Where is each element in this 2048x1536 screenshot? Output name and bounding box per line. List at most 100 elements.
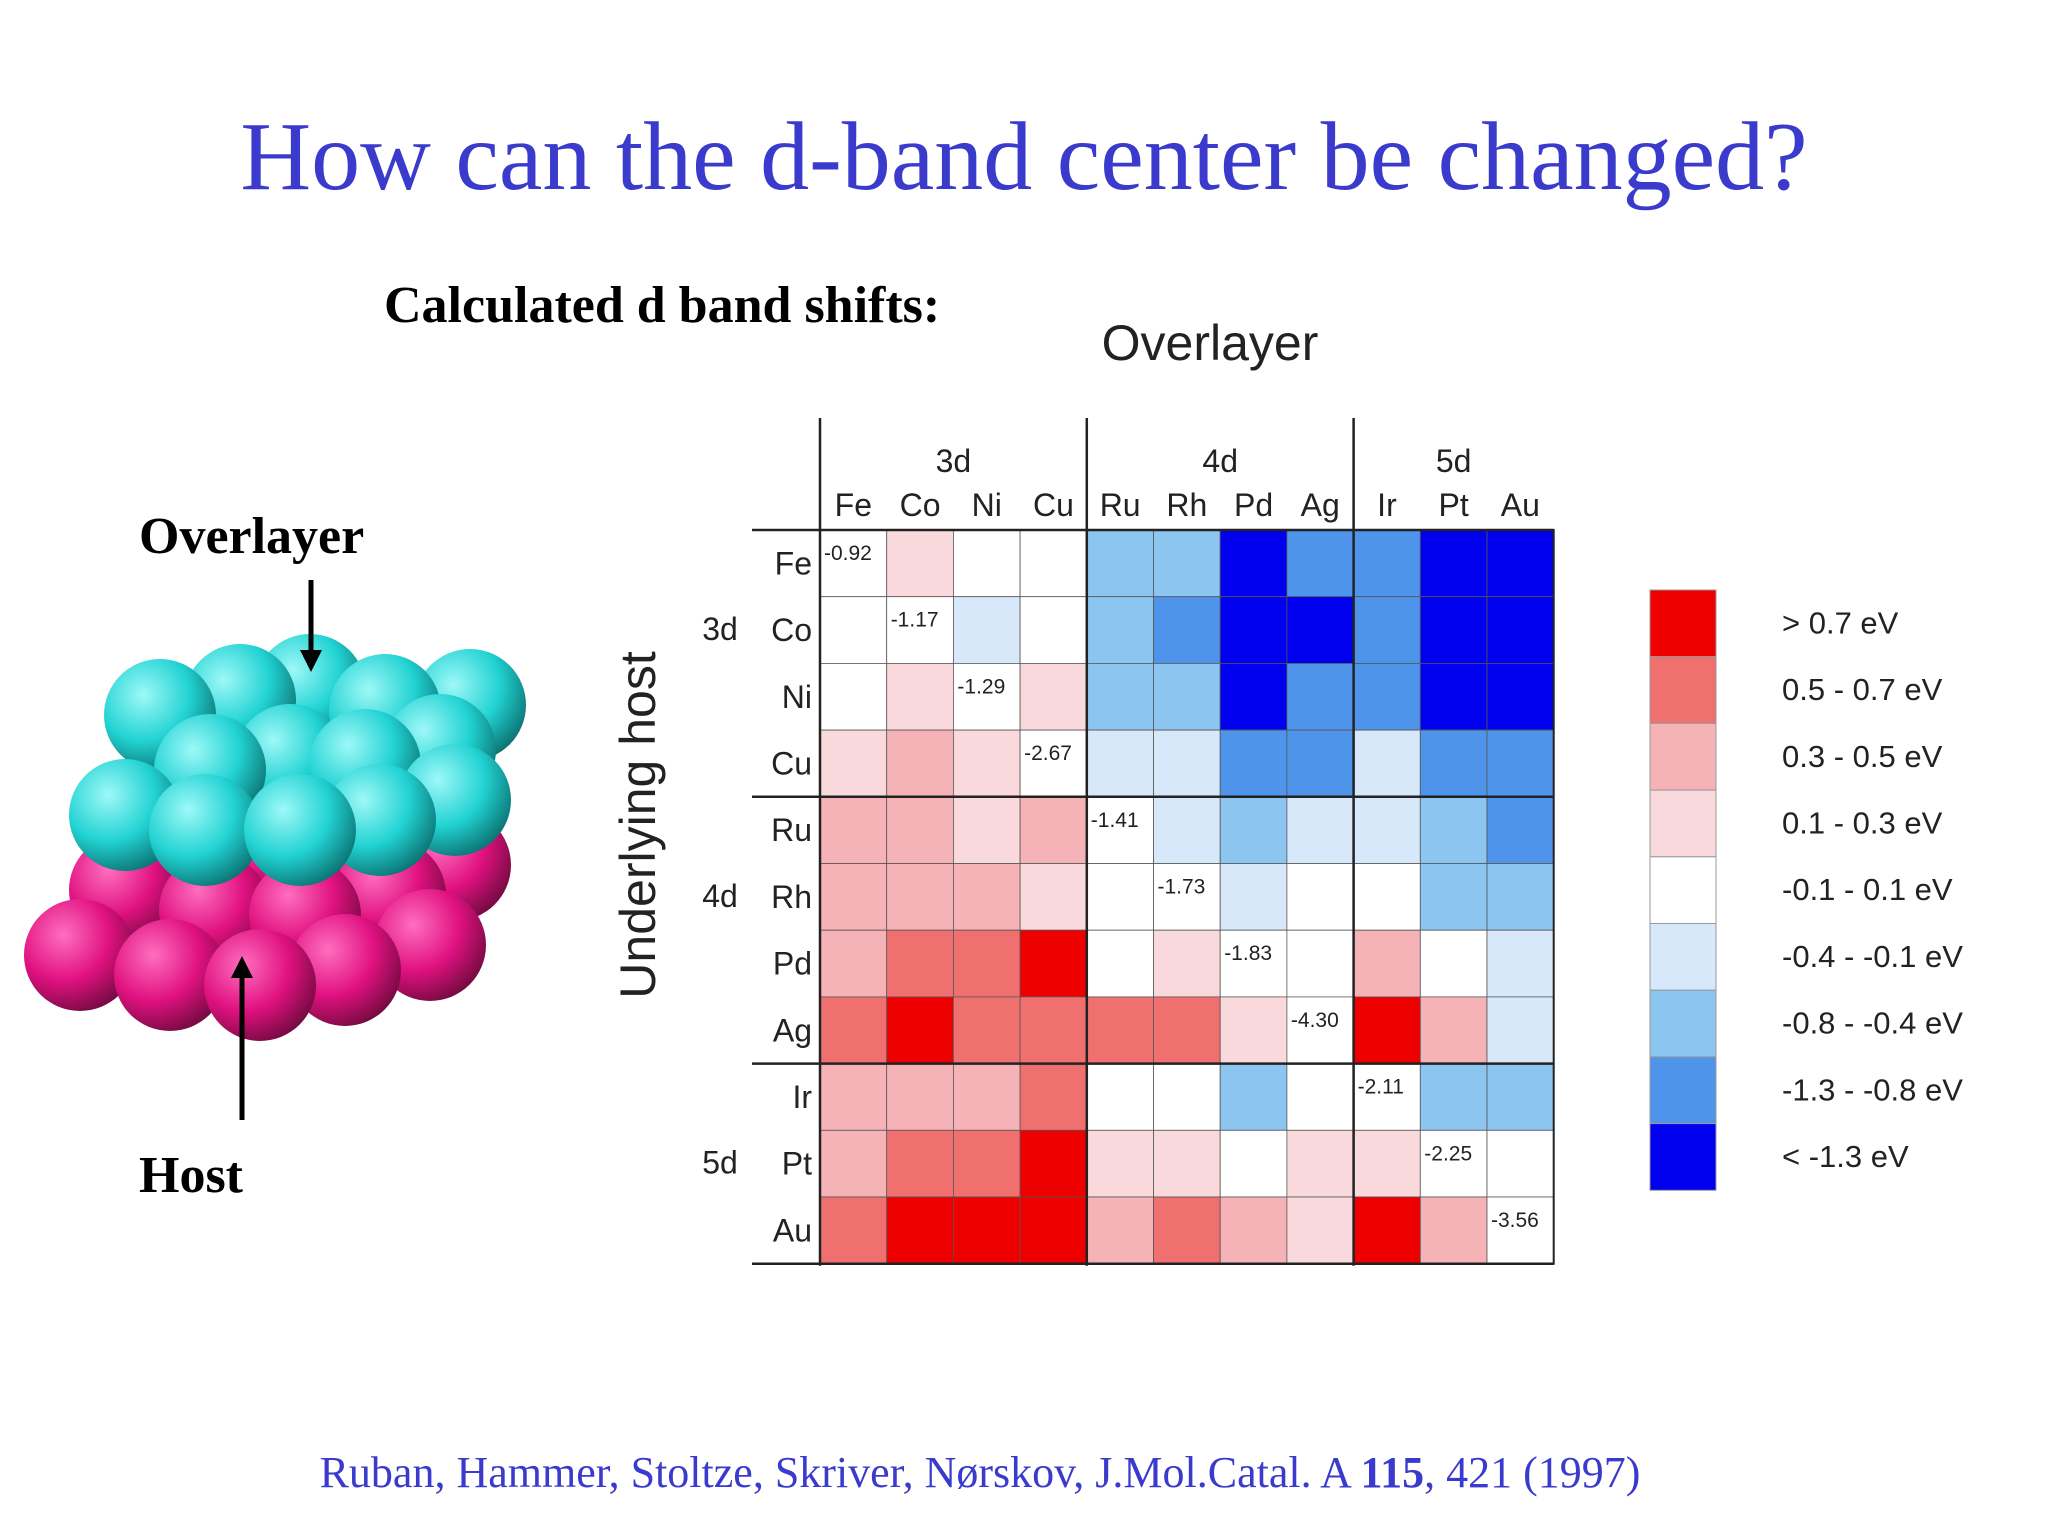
diagonal-value: -2.11 [1358,1076,1404,1099]
heatmap-cell-fe-cu [1019,529,1088,598]
overlayer-label: Overlayer [139,508,365,565]
row-group-label: 3d [702,611,738,647]
heatmap-cell-ag-pd [1219,996,1288,1065]
heatmap-cell-ag-co [886,996,954,1065]
heatmap-cell-ru-fe [819,796,888,864]
heatmap-cell-cu-pd [1219,729,1288,798]
heatmap-cell-au-ru [1086,1196,1154,1265]
d-band-shift-heatmap: Overlayer Underlying host -0.92 -1.17 -1.2… [610,315,1963,1266]
heatmap-cell-cu-pt [1419,729,1488,798]
host-atom [204,929,316,1041]
heatmap-cell-ag-ru [1086,996,1154,1065]
legend-label: 0.5 - 0.7 eV [1782,672,1943,707]
heatmap-cell-fe-au [1486,529,1555,598]
legend-swatch [1649,989,1717,1058]
diagonal-value: -1.73 [1158,876,1206,899]
heatmap-cell-pt-cu [1019,1129,1088,1198]
heatmap-cell-pd-au [1486,929,1555,998]
heatmap-cell-ni-ru [1086,662,1154,731]
heatmap-cell-rh-pd [1219,863,1288,931]
heatmap-cell-rh-au [1486,863,1555,931]
host-arrow [231,956,253,1120]
heatmap-cell-cu-ru [1086,729,1154,798]
heatmap-cell-ir-ni [952,1063,1021,1131]
heatmap-cell-ag-ni [952,996,1021,1065]
heatmap-cell-ru-au [1486,796,1555,864]
diagonal-value: -0.92 [824,542,872,565]
heatmap-cell-pd-ni [952,929,1021,998]
heatmap-cell-au-fe [819,1196,888,1265]
row-label: Ag [773,1012,812,1048]
heatmap-cell-au-ir [1353,1196,1421,1265]
legend-label: 0.1 - 0.3 eV [1782,805,1943,840]
citation: Ruban, Hammer, Stoltze, Skriver, Nørskov… [0,1447,1960,1498]
heatmap-cell-co-au [1486,596,1555,664]
legend-label: 0.3 - 0.5 eV [1782,739,1943,774]
heatmap-cell-fe-ag [1286,529,1355,598]
heatmap-cell-ni-pt [1419,662,1488,731]
heatmap-cell-pd-cu [1019,929,1088,998]
host-atom [374,889,486,1001]
column-group-label: 5d [1436,443,1472,479]
heatmap-cell-ru-pt [1419,796,1488,864]
heatmap-cell-co-ag [1286,596,1355,664]
heatmap-cell-co-co [886,596,954,664]
heatmap-cell-ag-fe [819,996,888,1065]
row-label: Cu [771,745,812,781]
y-axis-label: Underlying host [610,651,666,999]
diagonal-value: -2.67 [1024,742,1072,765]
row-label: Au [773,1212,812,1248]
row-label: Pt [782,1146,812,1182]
heatmap-cell-ni-cu [1019,662,1088,731]
heatmap-cell-fe-co [886,529,954,598]
heatmap-cell-pd-rh [1153,929,1221,998]
heatmap-cell-ru-ir [1353,796,1421,864]
column-label: Rh [1166,487,1207,523]
heatmap-cell-ir-ir [1353,1063,1421,1131]
heatmap-cell-pd-ag [1286,929,1355,998]
heatmap-cell-pd-ru [1086,929,1154,998]
heatmap-cell-ru-pd [1219,796,1288,864]
column-label: Co [900,487,941,523]
citation-authors: Ruban, Hammer, Stoltze, Skriver, Nørskov… [319,1448,1361,1497]
heatmap-cell-ag-au [1486,996,1555,1065]
heatmap-cell-rh-rh [1153,863,1221,931]
heatmap-cell-rh-cu [1019,863,1088,931]
heatmap-cell-au-cu [1019,1196,1088,1265]
chart-subtitle: Calculated d band shifts: [384,277,941,334]
heatmap-cell-cu-ni [952,729,1021,798]
heatmap-cell-cu-cu [1019,729,1088,798]
host-label: Host [139,1147,243,1204]
heatmap-cell-fe-pt [1419,529,1488,598]
legend-label: -0.4 - -0.1 eV [1782,939,1963,974]
column-label: Pt [1439,487,1469,523]
diagonal-value: -3.56 [1491,1209,1539,1232]
legend-swatch [1649,1123,1717,1191]
diagonal-value: -1.29 [957,675,1005,698]
row-label: Co [771,612,812,648]
row-label: Ru [771,812,812,848]
heatmap-cell-co-ru [1086,596,1154,664]
heatmap-cell-pt-pt [1419,1129,1488,1198]
heatmap-cell-ag-rh [1153,996,1221,1065]
heatmap-cell-cu-fe [819,729,888,798]
heatmap-cell-ni-fe [819,662,888,731]
heatmap-cell-cu-ag [1286,729,1355,798]
host-atom [114,919,226,1031]
column-label: Fe [835,487,872,523]
legend-swatch [1649,656,1717,724]
diagonal-value: -4.30 [1291,1009,1339,1032]
row-label: Rh [771,879,812,915]
heatmap-cell-ag-ir [1353,996,1421,1065]
overlayer-atoms [69,634,526,886]
heatmap-cell-rh-ir [1353,863,1421,931]
column-label: Cu [1033,487,1074,523]
diagonal-value: -1.41 [1091,809,1139,832]
heatmap-cell-ru-ni [952,796,1021,864]
heatmap-cell-ir-rh [1153,1063,1221,1131]
host-atom [24,899,136,1011]
heatmap-cell-ir-cu [1019,1063,1088,1131]
heatmap-cell-rh-ru [1086,863,1154,931]
heatmap-cell-rh-pt [1419,863,1488,931]
column-group-label: 3d [936,443,972,479]
